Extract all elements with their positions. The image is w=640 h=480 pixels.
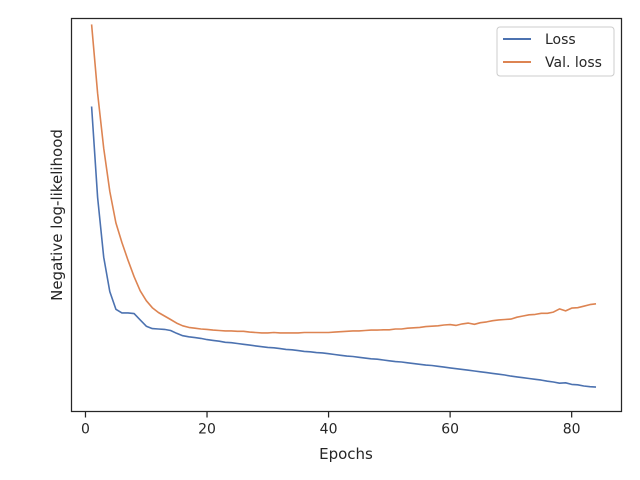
x-axis-label: Epochs bbox=[319, 445, 373, 463]
x-tick-label: 0 bbox=[81, 422, 90, 438]
x-axis-ticks: 0 20 40 60 80 bbox=[81, 411, 581, 438]
x-tick-label: 20 bbox=[198, 422, 216, 438]
y-axis-label: Negative log-likelihood bbox=[48, 129, 66, 301]
x-tick-label: 80 bbox=[563, 422, 581, 438]
series-line-val-loss bbox=[90, 24, 597, 334]
plot-area bbox=[90, 24, 597, 388]
plot-frame bbox=[70, 17, 623, 413]
legend: Loss Val. loss bbox=[496, 26, 615, 77]
legend-label-loss: Loss bbox=[545, 32, 576, 48]
legend-label-val-loss: Val. loss bbox=[545, 55, 602, 71]
series-line-loss bbox=[90, 106, 597, 388]
x-tick-label: 60 bbox=[441, 422, 459, 438]
x-tick-label: 40 bbox=[320, 422, 338, 438]
